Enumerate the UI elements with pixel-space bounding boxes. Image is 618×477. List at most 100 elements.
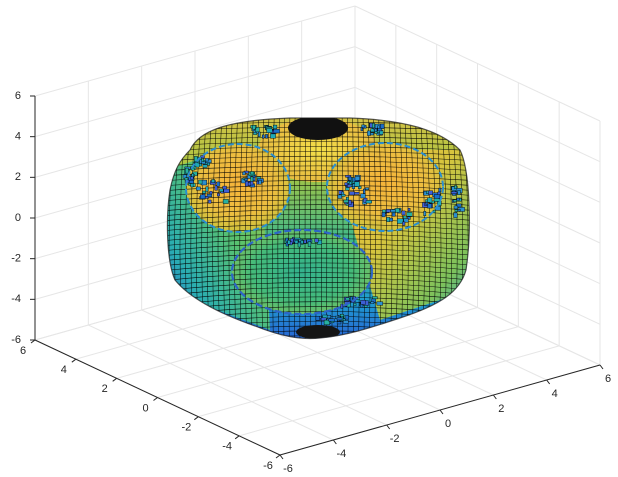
x-tick-mark — [333, 440, 336, 444]
noise-cell — [274, 129, 280, 133]
noise-cell — [355, 176, 360, 180]
noise-cell — [308, 242, 311, 247]
noise-cell — [366, 200, 372, 203]
noise-cell — [327, 315, 331, 318]
x-tick-mark — [440, 410, 443, 414]
y-tick-mark — [276, 455, 280, 458]
noise-cell — [454, 206, 458, 209]
y-tick-label: -4 — [222, 441, 232, 453]
noise-cell — [455, 210, 458, 212]
noise-cell — [386, 209, 390, 212]
noise-cell — [200, 160, 202, 164]
noise-cell — [265, 134, 267, 138]
noise-cell — [253, 133, 256, 135]
noise-cell — [270, 134, 275, 138]
y-tick-label: 2 — [102, 383, 108, 395]
noise-cell — [185, 178, 188, 180]
noise-cell — [354, 303, 356, 305]
x-tick-mark — [280, 455, 283, 459]
noise-cell — [345, 316, 349, 319]
noise-cell — [424, 211, 426, 216]
y-tick-mark — [113, 378, 117, 381]
noise-cell — [429, 191, 433, 195]
noise-cell — [258, 132, 260, 137]
noise-cell — [361, 300, 366, 304]
noise-cell — [457, 198, 460, 200]
y-tick-label: -2 — [181, 422, 191, 434]
noise-cell — [382, 212, 385, 217]
noise-cell — [315, 239, 319, 243]
x-tick-mark — [547, 380, 550, 384]
noise-cell — [454, 213, 458, 218]
noise-cell — [403, 222, 406, 225]
noise-cell — [217, 193, 220, 196]
noise-cell — [378, 128, 382, 131]
noise-cell — [196, 187, 200, 190]
noise-cell — [427, 198, 432, 203]
surface-body[interactable] — [153, 110, 485, 351]
y-tick-mark — [235, 436, 239, 439]
noise-cell — [245, 178, 248, 180]
noise-cell — [397, 219, 403, 224]
noise-cell — [426, 202, 428, 205]
noise-cell — [355, 182, 360, 187]
y-tick-label: 4 — [61, 364, 67, 376]
z-tick-label: -2 — [11, 253, 21, 265]
y-tick-label: 0 — [142, 402, 148, 414]
z-tick-label: -6 — [11, 334, 21, 346]
z-tick-label: 2 — [15, 171, 21, 183]
z-tick-label: -4 — [11, 293, 21, 305]
x-tick-label: 6 — [605, 373, 611, 385]
noise-cell — [207, 194, 212, 197]
noise-cell — [370, 123, 373, 128]
mesh-parallel — [160, 113, 480, 116]
x-tick-label: -2 — [390, 433, 400, 445]
z-tick-label: 4 — [15, 131, 21, 143]
mesh-meridian — [158, 110, 165, 350]
noise-cell — [402, 211, 405, 215]
noise-cell — [253, 125, 256, 129]
noise-cell — [251, 177, 254, 182]
noise-cell — [273, 125, 277, 129]
y-tick-mark — [154, 398, 158, 401]
noise-cell — [355, 192, 360, 194]
noise-cell — [199, 180, 203, 184]
noise-cell — [212, 180, 215, 183]
x-tick-label: -4 — [336, 448, 346, 460]
noise-cell — [349, 192, 354, 195]
noise-cell — [349, 200, 352, 204]
noise-cell — [248, 183, 251, 186]
noise-cell — [455, 185, 457, 188]
x-tick-mark — [493, 395, 496, 399]
noise-cell — [298, 243, 301, 247]
surface-top-pole — [288, 116, 348, 140]
noise-cell — [217, 182, 220, 186]
y-tick-label: -6 — [263, 460, 273, 472]
noise-cell — [304, 240, 307, 243]
noise-cell — [361, 194, 366, 198]
noise-cell — [380, 131, 384, 135]
noise-cell — [365, 188, 368, 190]
noise-cell — [344, 200, 349, 203]
noise-cell — [458, 209, 460, 211]
noise-cell — [380, 124, 384, 129]
noise-cell — [367, 131, 370, 136]
noise-cell — [288, 240, 290, 244]
noise-cell — [387, 217, 390, 221]
noise-cell — [224, 189, 230, 193]
noise-cell — [205, 158, 208, 161]
noise-cell — [363, 189, 365, 194]
noise-cell — [203, 191, 206, 194]
noise-cell — [185, 168, 188, 173]
noise-cell — [337, 318, 342, 321]
noise-cell — [434, 195, 440, 199]
noise-cell — [458, 190, 461, 194]
noise-cell — [439, 188, 441, 192]
noise-cell — [208, 200, 211, 203]
noise-cell — [371, 133, 374, 135]
noise-cell — [338, 195, 342, 199]
noise-cell — [348, 177, 351, 181]
noise-cell — [373, 297, 378, 299]
